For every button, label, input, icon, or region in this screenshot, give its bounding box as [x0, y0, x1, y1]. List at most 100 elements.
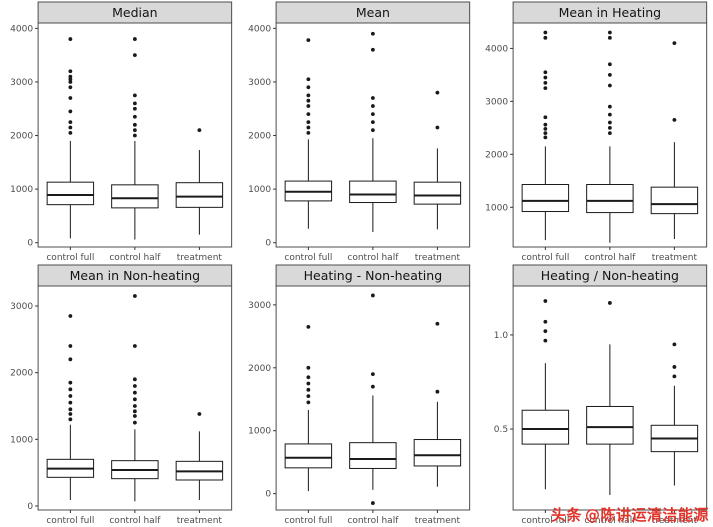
- panel-title: Mean in Heating: [559, 5, 662, 20]
- panel-title: Mean: [355, 5, 389, 20]
- outlier-point: [435, 389, 439, 394]
- watermark-handle: @陈讲运清洁能源: [584, 506, 709, 524]
- panel-title: Median: [112, 5, 158, 20]
- outlier-point: [68, 120, 73, 125]
- outlier-point: [608, 35, 613, 40]
- outlier-point: [306, 365, 310, 370]
- outlier-point: [370, 47, 375, 52]
- outlier-point: [306, 112, 310, 117]
- y-tick-label: 1000: [248, 427, 271, 437]
- outlier-point: [370, 112, 375, 117]
- outlier-point: [370, 128, 375, 133]
- outlier-point: [197, 412, 202, 416]
- boxplot-svg: Median 0 1000 2000 3000 4000 control full contr…: [10, 1, 233, 263]
- x-tick-label: treatment: [652, 253, 698, 263]
- outlier-point: [672, 41, 677, 46]
- boxplot-svg: Mean 0 1000 2000 3000 4000 control full control…: [248, 1, 470, 263]
- outlier-point: [672, 118, 677, 122]
- panel-4: Mean in Non-heating 0 1000 2000 3000 control …: [0, 264, 238, 527]
- outlier-point: [68, 74, 73, 79]
- outlier-point: [132, 106, 137, 111]
- outlier-point: [608, 72, 613, 77]
- panel-3: Mean in Heating 1000 2000 3000 4000 control f…: [475, 1, 713, 264]
- x-tick-label: control half: [585, 253, 637, 263]
- iqr-box: [348, 442, 397, 469]
- outlier-point: [370, 372, 375, 376]
- outlier-point: [68, 400, 73, 405]
- outlier-point: [68, 125, 73, 130]
- outlier-point: [435, 90, 439, 95]
- outlier-point: [672, 342, 677, 347]
- outlier-point: [543, 135, 548, 140]
- outlier-point: [68, 109, 73, 114]
- y-tick-label: 0: [265, 490, 271, 500]
- outlier-point: [608, 131, 613, 136]
- y-tick-label: 2000: [248, 132, 271, 142]
- outlier-point: [543, 122, 548, 127]
- iqr-box: [650, 186, 699, 215]
- outlier-point: [370, 120, 375, 125]
- x-tick-label: control full: [522, 516, 570, 526]
- outlier-point: [608, 120, 613, 125]
- outlier-point: [132, 101, 137, 106]
- outlier-point: [68, 80, 73, 84]
- outlier-point: [608, 104, 613, 109]
- outlier-point: [543, 115, 548, 120]
- y-tick-label: 0: [27, 239, 33, 249]
- iqr-box: [413, 181, 461, 205]
- panel-5: Heating - Non-heating 0 1000 2000 3000 contro…: [238, 264, 476, 527]
- outlier-point: [132, 404, 137, 408]
- outlier-point: [306, 38, 310, 43]
- y-tick-label: 3000: [248, 301, 271, 311]
- outlier-point: [543, 86, 548, 91]
- outlier-point: [132, 93, 137, 98]
- y-tick-label: 3000: [248, 78, 271, 88]
- outlier-point: [68, 412, 73, 416]
- outlier-point: [68, 407, 73, 412]
- outlier-point: [68, 417, 73, 422]
- iqr-box: [521, 409, 570, 445]
- x-tick-label: treatment: [414, 253, 460, 263]
- outlier-point: [132, 53, 137, 58]
- outlier-point: [306, 375, 310, 380]
- x-tick-label: treatment: [177, 516, 223, 526]
- x-tick-label: control half: [347, 516, 399, 526]
- panel-title: Heating / Non-heating: [541, 268, 679, 283]
- outlier-point: [370, 104, 375, 108]
- outlier-point: [68, 85, 73, 90]
- outlier-point: [543, 131, 548, 136]
- iqr-box: [413, 439, 461, 467]
- y-tick-label: 1000: [248, 185, 271, 195]
- x-tick-label: control full: [284, 253, 332, 263]
- outlier-point: [543, 299, 548, 303]
- panel-title: Mean in Non-heating: [70, 268, 201, 283]
- outlier-point: [672, 365, 677, 369]
- x-tick-label: control half: [109, 516, 161, 526]
- iqr-box: [111, 184, 159, 209]
- y-tick-label: 1.0: [494, 331, 509, 341]
- iqr-box: [586, 405, 634, 445]
- x-tick-label: control full: [522, 253, 570, 263]
- outlier-point: [306, 77, 310, 82]
- outlier-point: [435, 321, 439, 326]
- y-tick-label: 2000: [10, 369, 33, 379]
- outlier-point: [132, 409, 137, 414]
- outlier-point: [543, 30, 548, 35]
- y-tick-label: 3000: [485, 97, 508, 107]
- outlier-point: [672, 374, 677, 379]
- outlier-point: [608, 301, 613, 305]
- outlier-point: [68, 69, 73, 74]
- y-tick-label: 4000: [10, 24, 33, 34]
- outlier-point: [68, 37, 73, 41]
- outlier-point: [370, 501, 375, 505]
- outlier-point: [132, 114, 137, 119]
- outlier-point: [132, 414, 137, 418]
- watermark: 头条 @陈讲运清洁能源: [551, 504, 709, 525]
- outlier-point: [68, 314, 73, 318]
- outlier-point: [197, 128, 202, 133]
- outlier-point: [132, 377, 137, 382]
- y-tick-label: 0: [265, 239, 271, 249]
- y-tick-label: 1000: [485, 203, 508, 213]
- y-tick-label: 3000: [10, 78, 33, 88]
